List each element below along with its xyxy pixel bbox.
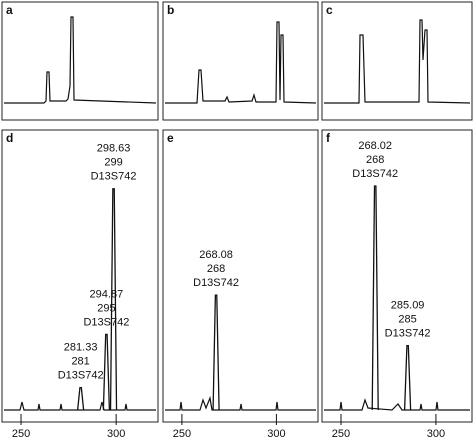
x-tick-label: 300 (427, 428, 445, 440)
trace (165, 21, 317, 104)
peak-label: 281.33 (64, 342, 98, 354)
panel-label: f (326, 131, 331, 145)
panel-frame (1, 129, 159, 423)
trace (324, 398, 470, 411)
peak (371, 185, 379, 411)
peak-label: 268.02 (358, 140, 392, 152)
trace (4, 16, 157, 104)
peak (212, 294, 220, 411)
peak-label: 268 (366, 154, 384, 166)
panel-frame (162, 1, 319, 121)
trace (165, 395, 316, 411)
x-tick-label: 250 (12, 428, 30, 440)
x-tick-label: 300 (107, 428, 125, 440)
panel-frame (1, 1, 159, 121)
peak-label: D13S742 (83, 316, 129, 328)
peak-label: 294.87 (90, 288, 124, 300)
panel-label: c (326, 3, 333, 17)
x-tick-label: 250 (173, 428, 191, 440)
panel-frame (321, 129, 473, 423)
peak-label: 298.63 (97, 143, 131, 155)
x-tick-label: 300 (267, 428, 285, 440)
panel-label: d (6, 131, 13, 145)
trace (324, 19, 471, 104)
peak-label: D13S742 (385, 328, 431, 340)
peak-label: D13S742 (352, 168, 398, 180)
panel-frame (321, 1, 473, 121)
peak (109, 188, 118, 411)
panel-label: e (167, 131, 174, 145)
peak-label: 285.09 (391, 300, 425, 312)
panel-label: b (167, 3, 174, 17)
peak-label: 285 (398, 314, 416, 326)
panel-label: a (6, 3, 13, 17)
peak-label: D13S742 (193, 277, 239, 289)
peak (102, 333, 111, 411)
peak-label: D13S742 (91, 171, 137, 183)
peak (76, 386, 85, 411)
peak-label: 268.08 (199, 249, 233, 261)
peak-label: 299 (104, 157, 122, 169)
trace (4, 401, 156, 411)
peak-label: 281 (71, 356, 89, 368)
panel-frame (162, 129, 319, 423)
peak-label: D13S742 (58, 370, 104, 382)
x-tick-label: 250 (332, 428, 350, 440)
peak-label: 295 (97, 302, 115, 314)
peak-label: 268 (207, 263, 225, 275)
peak (403, 344, 412, 411)
